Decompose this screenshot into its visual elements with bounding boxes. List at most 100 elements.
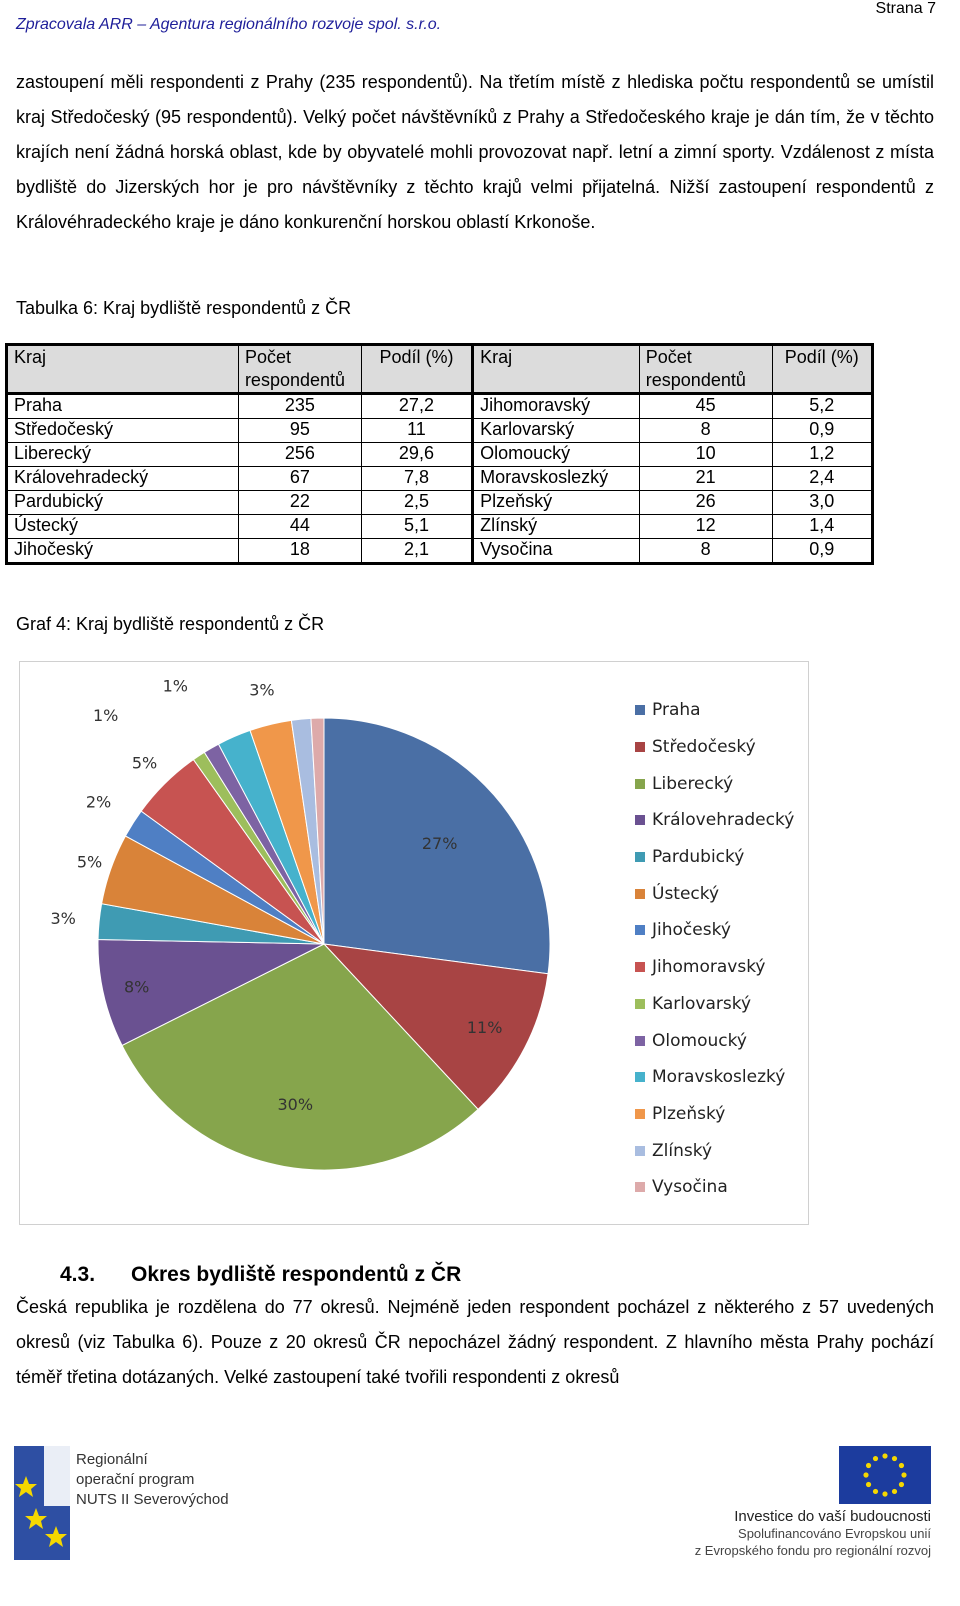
legend-label: Jihočeský <box>652 920 731 941</box>
cell-kraj: Zlínský <box>472 514 640 539</box>
pie-slice <box>310 717 325 945</box>
legend-item: Královehradecký <box>635 802 794 839</box>
legend-item: Středočeský <box>635 729 794 766</box>
header-kraj: Kraj <box>6 344 239 394</box>
legend-item: Olomoucký <box>635 1022 794 1059</box>
rop-logo: Regionální operační program NUTS II Seve… <box>14 1446 274 1560</box>
eu-star-icon <box>891 1488 898 1495</box>
header-podil: Podíl (%) <box>360 344 475 394</box>
legend-label: Liberecký <box>652 773 734 794</box>
cell-podil: 3,0 <box>771 490 874 515</box>
cell-podil: 11 <box>360 418 475 443</box>
pie-slice <box>121 943 479 1171</box>
cell-pocet: 45 <box>638 393 773 419</box>
legend-swatch <box>635 998 645 1009</box>
cell-kraj: Jihomoravský <box>472 393 640 419</box>
legend-item: Jihomoravský <box>635 949 794 986</box>
legend-item: Moravskoslezký <box>635 1059 794 1096</box>
pie-data-label: 30% <box>277 1095 313 1114</box>
table-row: Královehradecký 67 7,8 Moravskoslezký 21 2,4 <box>6 466 874 491</box>
cell-kraj: Olomoucký <box>472 442 640 467</box>
legend-item: Pardubický <box>635 839 794 876</box>
table-row: Pardubický 22 2,5 Plzeňský 26 3,0 <box>6 490 874 515</box>
legend-item: Karlovarský <box>635 986 794 1023</box>
legend-label: Plzeňský <box>652 1103 726 1124</box>
legend-label: Olomoucký <box>652 1030 747 1051</box>
legend-swatch <box>635 1108 645 1119</box>
section-heading: 4.3. Okres bydliště respondentů z ČR <box>60 1263 461 1287</box>
pie-chart-canvas: 27%11%30%8%3%5%2%5%1%1%2%3%1%1% <box>50 676 551 1171</box>
pie-data-label: 3% <box>50 909 75 928</box>
pie-data-label: 8% <box>124 977 149 996</box>
section-title: Okres bydliště respondentů z ČR <box>131 1263 462 1286</box>
cell-kraj: Liberecký <box>6 442 239 467</box>
legend-swatch <box>635 1182 645 1193</box>
rop-flag-icon <box>14 1446 70 1560</box>
cell-podil: 27,2 <box>360 393 475 419</box>
table-caption: Tabulka 6: Kraj bydliště respondentů z Č… <box>16 298 352 318</box>
eu-star-icon <box>898 1481 905 1488</box>
legend-item: Jihočeský <box>635 912 794 949</box>
cell-podil: 1,4 <box>771 514 874 539</box>
cell-pocet: 235 <box>237 393 362 419</box>
cell-podil: 29,6 <box>360 442 475 467</box>
cell-kraj: Středočeský <box>6 418 239 443</box>
table-row: Liberecký 256 29,6 Olomoucký 10 1,2 <box>6 442 874 467</box>
cell-pocet: 22 <box>237 490 362 515</box>
cell-podil: 0,9 <box>771 538 874 564</box>
eu-star-icon <box>863 1472 869 1478</box>
legend-label: Jihomoravský <box>652 957 766 978</box>
pie-chart: 27%11%30%8%3%5%2%5%1%1%2%3%1%1% PrahaStř… <box>19 661 809 1225</box>
table-row: Ústecký 44 5,1 Zlínský 12 1,4 <box>6 514 874 539</box>
cell-kraj: Vysočina <box>472 538 640 564</box>
body-paragraph: Česká republika je rozdělena do 77 okres… <box>16 1297 934 1387</box>
legend-swatch <box>635 705 645 716</box>
pie-data-label: 1% <box>93 706 118 725</box>
table-header-row: Kraj Počet respondentů Podíl (%) Kraj Po… <box>6 344 874 394</box>
table-row: Středočeský 95 11 Karlovarský 8 0,9 <box>6 418 874 443</box>
logo-line: operační program <box>76 1471 195 1488</box>
page-number: Strana 7 <box>875 0 936 17</box>
legend-swatch <box>635 1035 645 1046</box>
legend-item: Ústecký <box>635 875 794 912</box>
legend-item: Vysočina <box>635 1169 794 1206</box>
logo-line: Spolufinancováno Evropskou unií <box>738 1526 931 1541</box>
pie-slice <box>97 938 325 1047</box>
section-number: 4.3. <box>60 1263 96 1286</box>
pie-data-label: 1% <box>163 676 188 695</box>
legend-label: Středočeský <box>652 737 756 758</box>
running-header: Zpracovala ARR – Agentura regionálního r… <box>16 16 442 33</box>
cell-pocet: 21 <box>638 466 773 491</box>
cell-kraj: Moravskoslezký <box>472 466 640 491</box>
legend-label: Zlínský <box>652 1140 713 1161</box>
cell-kraj: Královehradecký <box>6 466 239 491</box>
cell-kraj: Praha <box>6 393 239 419</box>
legend-swatch <box>635 778 645 789</box>
eu-star-icon <box>865 1481 872 1488</box>
header-pocet: Počet respondentů <box>638 344 773 394</box>
legend-swatch <box>635 1145 645 1156</box>
header-pocet: Počet respondentů <box>237 344 362 394</box>
legend-label: Vysočina <box>652 1177 728 1198</box>
pie-data-label: 5% <box>77 852 102 871</box>
legend-label: Karlovarský <box>652 993 752 1014</box>
pie-data-label: 27% <box>422 834 458 853</box>
cell-pocet: 8 <box>638 418 773 443</box>
cell-podil: 2,1 <box>360 538 475 564</box>
table-row: Praha 235 27,2 Jihomoravský 45 5,2 <box>6 393 874 419</box>
cell-pocet: 8 <box>638 538 773 564</box>
legend-item: Zlínský <box>635 1132 794 1169</box>
legend-item: Liberecký <box>635 765 794 802</box>
eu-star-icon <box>901 1472 907 1478</box>
cell-pocet: 67 <box>237 466 362 491</box>
legend-swatch <box>635 962 645 973</box>
logo-line: Investice do vaší budoucnosti <box>734 1508 931 1525</box>
chart-legend: Praha Středočeský Liberecký Královehradecký… <box>635 692 794 1206</box>
legend-swatch <box>635 742 645 753</box>
header-podil: Podíl (%) <box>771 344 874 394</box>
cell-pocet: 12 <box>638 514 773 539</box>
cell-pocet: 18 <box>237 538 362 564</box>
cell-pocet: 95 <box>237 418 362 443</box>
legend-label: Pardubický <box>652 847 745 868</box>
cell-pocet: 44 <box>237 514 362 539</box>
